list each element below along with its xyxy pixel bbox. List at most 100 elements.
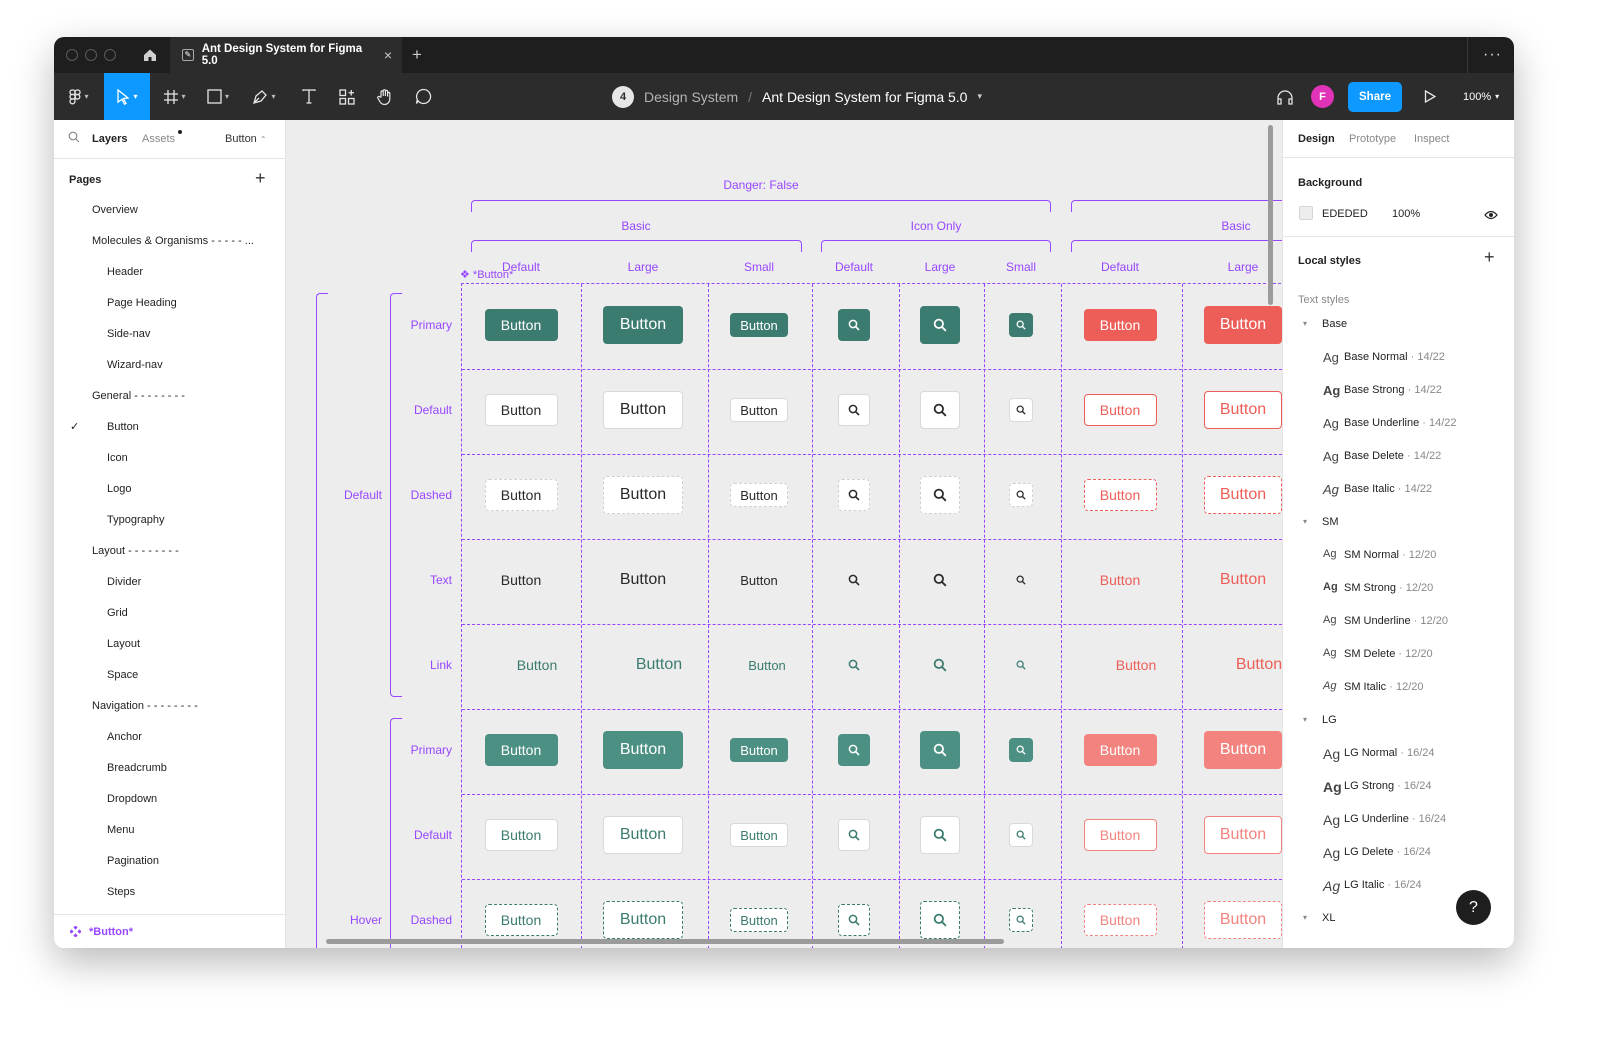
page-item[interactable]: Steps <box>54 876 285 907</box>
variant-button[interactable]: Button <box>730 398 788 422</box>
variant-button[interactable]: Button <box>730 738 788 762</box>
selected-layer[interactable]: *Button* <box>54 914 285 948</box>
page-item[interactable]: Typography <box>54 504 285 535</box>
variant-button[interactable]: Button <box>603 306 683 344</box>
icon-button[interactable] <box>838 819 870 851</box>
variant-button[interactable]: Button <box>740 572 778 588</box>
variant-button[interactable]: Button <box>484 819 558 851</box>
text-style-item[interactable]: Ag LG Italic · 16/24 <box>1283 869 1514 902</box>
variant-button[interactable]: Button <box>748 657 786 673</box>
text-style-item[interactable]: Ag LG Strong · 16/24 <box>1283 770 1514 803</box>
icon-button[interactable] <box>920 476 960 514</box>
variant-button[interactable]: Button <box>484 309 558 341</box>
text-tool-button[interactable] <box>294 73 324 120</box>
component-set-label[interactable]: ❖ *Button* <box>460 269 514 281</box>
text-style-item[interactable]: Ag SM Delete · 12/20 <box>1283 638 1514 671</box>
icon-button[interactable] <box>920 731 960 769</box>
variant-button[interactable]: Button <box>635 656 683 673</box>
page-item[interactable]: Overview <box>54 194 285 225</box>
variant-button[interactable]: Button <box>1235 656 1282 673</box>
icon-button[interactable] <box>1009 738 1033 762</box>
close-window-icon[interactable] <box>66 49 78 61</box>
new-tab-button[interactable]: + <box>412 45 422 64</box>
comment-tool-button[interactable] <box>408 73 438 120</box>
variant-button[interactable]: Button <box>484 479 558 511</box>
shape-tool-button[interactable]: ▾ <box>200 73 236 120</box>
search-icon[interactable] <box>68 131 80 146</box>
variant-button[interactable]: Button <box>1219 571 1267 588</box>
icon-button[interactable] <box>1009 568 1033 592</box>
component-set-frame[interactable] <box>461 283 1282 948</box>
eye-icon[interactable] <box>1484 207 1498 225</box>
variant-button[interactable]: Button <box>1083 904 1157 936</box>
variant-button[interactable]: Button <box>603 391 683 429</box>
tab-inspect[interactable]: Inspect <box>1414 133 1450 145</box>
page-item[interactable]: Icon <box>54 442 285 473</box>
page-item[interactable]: Header <box>54 256 285 287</box>
text-style-item[interactable]: Ag SM Italic · 12/20 <box>1283 671 1514 704</box>
icon-button[interactable] <box>838 309 870 341</box>
page-item[interactable]: Navigation - - - - - - - - <box>54 690 285 721</box>
variant-button[interactable]: Button <box>1204 731 1282 769</box>
text-style-item[interactable]: Ag LG Delete · 16/24 <box>1283 836 1514 869</box>
caret-down-icon[interactable]: ▾ <box>1303 517 1308 526</box>
page-selector[interactable]: Button ⌃ <box>225 133 267 145</box>
pen-tool-button[interactable]: ▾ <box>246 73 282 120</box>
variant-button[interactable]: Button <box>1083 479 1157 511</box>
add-style-icon[interactable]: + <box>1484 247 1495 267</box>
variant-button[interactable]: Button <box>603 901 683 939</box>
variant-button[interactable]: Button <box>1083 309 1157 341</box>
icon-button[interactable] <box>920 901 960 939</box>
icon-button[interactable] <box>1009 313 1033 337</box>
canvas[interactable]: Danger: False Basic Icon Only Basic Defa… <box>286 120 1282 948</box>
icon-button[interactable] <box>920 391 960 429</box>
present-button[interactable] <box>1418 73 1442 120</box>
text-style-item[interactable]: Ag Base Strong · 14/22 <box>1283 374 1514 407</box>
variant-button[interactable]: Button <box>1204 391 1282 429</box>
text-style-item[interactable]: Ag Base Italic · 14/22 <box>1283 473 1514 506</box>
text-style-item[interactable]: Ag Base Normal · 14/22 <box>1283 341 1514 374</box>
text-style-item[interactable]: Ag Base Delete · 14/22 <box>1283 440 1514 473</box>
avatar[interactable]: F <box>1311 85 1334 108</box>
variant-button[interactable]: Button <box>1083 734 1157 766</box>
home-tab[interactable] <box>134 37 166 73</box>
add-page-icon[interactable]: + <box>255 168 266 188</box>
page-item[interactable]: Breadcrumb <box>54 752 285 783</box>
variant-button[interactable]: Button <box>484 904 558 936</box>
variant-button[interactable]: Button <box>516 657 558 673</box>
page-item[interactable]: Anchor <box>54 721 285 752</box>
icon-button[interactable] <box>838 649 870 681</box>
page-item[interactable]: Divider <box>54 566 285 597</box>
page-item[interactable]: Side-nav <box>54 318 285 349</box>
variant-button[interactable]: Button <box>1115 657 1157 673</box>
page-item[interactable]: Layout <box>54 628 285 659</box>
icon-button[interactable] <box>1009 823 1033 847</box>
maximize-window-icon[interactable] <box>104 49 116 61</box>
chevron-down-icon[interactable]: ▾ <box>977 91 982 101</box>
audio-button[interactable] <box>1272 73 1298 120</box>
variant-button[interactable]: Button <box>1204 306 1282 344</box>
style-group[interactable]: ▾ LG <box>1283 704 1514 737</box>
page-item[interactable]: Molecules & Organisms - - - - - ... <box>54 225 285 256</box>
variant-button[interactable]: Button <box>1083 394 1157 426</box>
icon-button[interactable] <box>1009 398 1033 422</box>
icon-button[interactable] <box>1009 483 1033 507</box>
icon-button[interactable] <box>920 646 960 684</box>
page-item[interactable]: Grid <box>54 597 285 628</box>
icon-button[interactable] <box>838 734 870 766</box>
icon-button[interactable] <box>838 904 870 936</box>
move-tool-button[interactable]: ▾ <box>104 73 150 120</box>
variant-button[interactable]: Button <box>484 394 558 426</box>
team-count-badge[interactable]: 4 <box>612 85 634 108</box>
variant-button[interactable]: Button <box>730 483 788 507</box>
variant-button[interactable]: Button <box>603 731 683 769</box>
variant-button[interactable]: Button <box>619 571 667 588</box>
caret-down-icon[interactable]: ▾ <box>1303 913 1308 922</box>
frame-tool-button[interactable]: ▾ <box>158 73 192 120</box>
page-item[interactable]: Page Heading <box>54 287 285 318</box>
text-style-item[interactable]: Ag SM Strong · 12/20 <box>1283 572 1514 605</box>
variant-button[interactable]: Button <box>603 816 683 854</box>
breadcrumb-file[interactable]: Ant Design System for Figma 5.0 <box>762 88 968 105</box>
zoom-dropdown[interactable]: 100% ▾ <box>1463 73 1499 120</box>
variant-button[interactable]: Button <box>730 313 788 337</box>
